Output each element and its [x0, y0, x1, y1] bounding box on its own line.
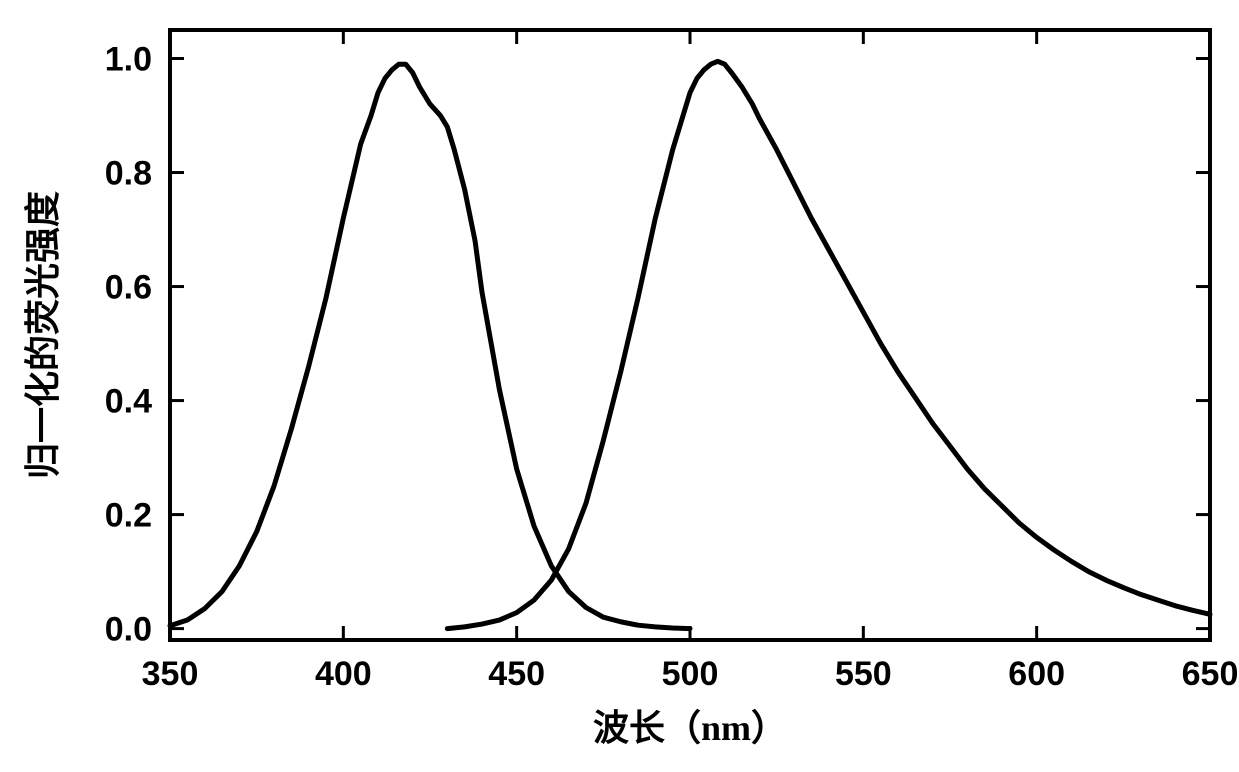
x-tick-label: 550	[835, 655, 892, 693]
x-tick-label: 500	[662, 655, 719, 693]
x-tick-label: 400	[315, 655, 372, 693]
x-tick-label: 450	[488, 655, 545, 693]
y-tick-label: 1.0	[105, 41, 152, 79]
y-tick-label: 0.4	[105, 383, 152, 421]
y-tick-label: 0.6	[105, 269, 152, 307]
series-peak-right	[447, 61, 1210, 628]
y-tick-label: 0.0	[105, 611, 152, 649]
y-axis-label: 归一化的荧光强度	[23, 191, 63, 479]
x-tick-label: 350	[142, 655, 199, 693]
y-tick-label: 0.2	[105, 497, 152, 535]
spectrum-chart: 350 400 450 500 550 600 650 0.0 0.2 0.4 0.6 0.8 1.0 波…	[0, 0, 1239, 772]
series-peak-left	[170, 64, 690, 628]
y-tick-label: 0.8	[105, 155, 152, 193]
chart-container: 350 400 450 500 550 600 650 0.0 0.2 0.4 0.6 0.8 1.0 波…	[0, 0, 1239, 772]
x-axis-label: 波长（nm）	[593, 708, 787, 748]
x-tick-label: 650	[1182, 655, 1239, 693]
x-tick-label: 600	[1008, 655, 1065, 693]
